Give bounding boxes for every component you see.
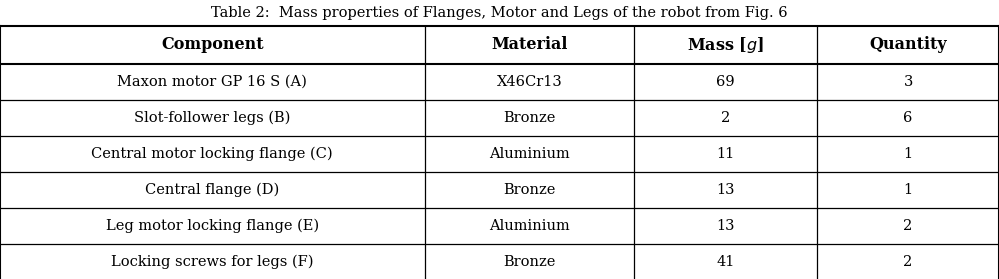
Text: 69: 69 <box>716 75 735 89</box>
Text: X46Cr13: X46Cr13 <box>497 75 562 89</box>
Text: Central motor locking flange (C): Central motor locking flange (C) <box>92 147 333 161</box>
Text: 1: 1 <box>903 183 913 197</box>
Text: 2: 2 <box>721 111 730 125</box>
Text: Mass [$g$]: Mass [$g$] <box>687 35 764 55</box>
Text: 13: 13 <box>716 183 735 197</box>
Text: Slot-follower legs (B): Slot-follower legs (B) <box>134 111 291 125</box>
Text: Aluminium: Aluminium <box>490 147 569 161</box>
Text: Maxon motor GP 16 S (A): Maxon motor GP 16 S (A) <box>117 75 308 89</box>
Text: Bronze: Bronze <box>503 183 555 197</box>
Text: Table 2:  Mass properties of Flanges, Motor and Legs of the robot from Fig. 6: Table 2: Mass properties of Flanges, Mot… <box>211 6 788 20</box>
Text: Aluminium: Aluminium <box>490 219 569 233</box>
Text: Bronze: Bronze <box>503 255 555 269</box>
Text: 11: 11 <box>716 147 735 161</box>
Text: 13: 13 <box>716 219 735 233</box>
Text: Quantity: Quantity <box>869 36 947 53</box>
Text: 1: 1 <box>903 147 913 161</box>
Text: 2: 2 <box>903 219 913 233</box>
Text: 2: 2 <box>903 255 913 269</box>
Text: Component: Component <box>161 36 264 53</box>
Text: Material: Material <box>492 36 567 53</box>
Text: 3: 3 <box>903 75 913 89</box>
Text: 6: 6 <box>903 111 913 125</box>
Text: 41: 41 <box>716 255 735 269</box>
Text: Leg motor locking flange (E): Leg motor locking flange (E) <box>106 219 319 233</box>
Text: Locking screws for legs (F): Locking screws for legs (F) <box>111 255 314 269</box>
Text: Central flange (D): Central flange (D) <box>145 183 280 197</box>
Text: Bronze: Bronze <box>503 111 555 125</box>
